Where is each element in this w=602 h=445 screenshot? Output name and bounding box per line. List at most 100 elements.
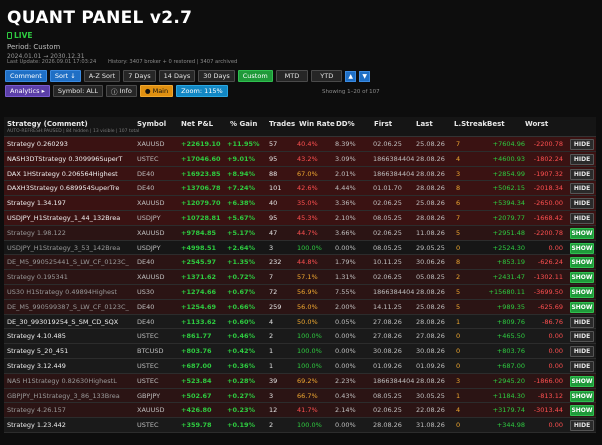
14-days-button[interactable]: 14 Days — [158, 70, 196, 82]
7-days-button[interactable]: 7 Days — [123, 70, 156, 82]
show-button[interactable]: SHOW — [570, 390, 594, 402]
cell-trades: 40 — [269, 199, 278, 208]
table-row[interactable]: Strategy 5_20_451 BTCUSD +803.76 +0.42% 1 100… — [4, 344, 596, 359]
cell-trades: 95 — [269, 154, 278, 163]
show-button[interactable]: SHOW — [570, 286, 594, 298]
cell-symbol: DE40 — [137, 184, 155, 193]
table-row[interactable]: DE_30_993019254_S_SM_CD_SQX DE40 +1133.62 +… — [4, 314, 596, 330]
cell-winrate: 66.7% — [297, 391, 318, 400]
cell-dd: 2.23% — [335, 376, 356, 385]
hide-button[interactable]: HIDE — [570, 153, 594, 165]
show-button[interactable]: SHOW — [570, 257, 594, 269]
hide-button[interactable]: HIDE — [570, 316, 594, 328]
table-row[interactable]: Strategy 4.10.485 USTEC +861.77 +0.46% 2 100.… — [4, 329, 596, 345]
hide-button[interactable]: HIDE — [570, 360, 594, 372]
cell-first: 18663844042 — [373, 287, 414, 296]
col-dd[interactable]: DD% — [336, 120, 355, 128]
show-button[interactable]: SHOW — [570, 227, 594, 239]
ytd-button[interactable]: YTD — [311, 70, 343, 82]
table-row[interactable]: DAXH3Strategy 0.689954SuperTre DE40 +13706… — [4, 181, 596, 197]
symbol-filter-button[interactable]: Symbol: ALL — [52, 85, 104, 97]
col-trades[interactable]: Trades — [269, 120, 296, 128]
cell-gain: +9.01% — [227, 154, 255, 163]
cell-symbol: DE40 — [137, 302, 155, 311]
table-row[interactable]: Strategy 1.23.442 USTEC +359.78 +0.19% 2 100.… — [4, 418, 596, 433]
analytics-button[interactable]: Analytics ▸ — [5, 85, 50, 97]
30-days-button[interactable]: 30 Days — [198, 70, 235, 82]
sort-button[interactable]: Sort ↓ — [49, 70, 81, 82]
col-first[interactable]: First — [374, 120, 393, 128]
col-worst[interactable]: Worst — [525, 120, 549, 128]
cell-pnl: +687.00 — [181, 361, 212, 370]
show-button[interactable]: SHOW — [570, 272, 594, 284]
show-button[interactable]: SHOW — [570, 301, 594, 313]
cell-pnl: +17046.60 — [181, 154, 221, 163]
cell-first: 02.06.25 — [373, 273, 402, 282]
show-button[interactable]: SHOW — [570, 375, 594, 387]
table-row[interactable]: Strategy 4.26.157 XAUUSD +426.80 +0.23% 12 41… — [4, 403, 596, 419]
hide-button[interactable]: HIDE — [570, 212, 594, 224]
col-lstreak[interactable]: L.Streak — [454, 120, 488, 128]
col-gain[interactable]: % Gain — [230, 120, 258, 128]
table-row[interactable]: US30 H1Strategy 0.49894Highest US30 +1274.… — [4, 284, 596, 300]
view-toolbar: Analytics ▸ Symbol: ALL ⓘ Info ● Main Zoo… — [5, 85, 228, 97]
zoom-button[interactable]: Zoom: 115% — [176, 85, 228, 97]
hide-button[interactable]: HIDE — [570, 420, 594, 432]
hide-button[interactable]: HIDE — [570, 183, 594, 195]
col-winrate[interactable]: Win Rate — [299, 120, 335, 128]
table-row[interactable]: USDJPY_H1Strategy_1_44_132Brea USDJPY +107… — [4, 210, 596, 226]
table-row[interactable]: DAX 1HStrategy 0.206564Highest DE40 +16923… — [4, 166, 596, 182]
cell-name: Strategy 0.260293 — [7, 140, 68, 148]
cell-dd: 3.09% — [335, 154, 356, 163]
cell-first: 01.01.70 — [373, 184, 402, 193]
az-sort-button[interactable]: A-Z Sort — [83, 70, 121, 82]
hide-button[interactable]: HIDE — [570, 168, 594, 180]
comment-button[interactable]: Comment — [5, 70, 47, 82]
main-button[interactable]: ● Main — [139, 85, 174, 97]
cell-last: 05.08.25 — [416, 273, 445, 282]
cell-name: Strategy 1.23.442 — [7, 421, 66, 430]
table-row[interactable]: Strategy 3.12.449 USTEC +687.00 +0.36% 1 100.… — [4, 358, 596, 374]
info-label: Info — [119, 87, 132, 95]
col-strategy[interactable]: Strategy (Comment) — [7, 120, 88, 128]
cell-gain: +6.38% — [227, 199, 255, 208]
hide-button[interactable]: HIDE — [570, 198, 594, 210]
cell-winrate: 67.0% — [297, 169, 318, 178]
cell-dd: 2.14% — [335, 406, 356, 415]
col-last[interactable]: Last — [416, 120, 433, 128]
cell-worst: -625.69 — [537, 302, 563, 311]
table-row[interactable]: NASH3DTStrategy 0.309996SuperT USTEC +1704… — [4, 151, 596, 167]
cell-pnl: +22619.10 — [181, 140, 221, 148]
table-row[interactable]: Strategy 0.260293 XAUUSD +22619.10 +11.95% 5… — [4, 137, 596, 152]
arrow-up-icon[interactable]: ▲ — [345, 70, 357, 82]
table-row[interactable]: GBPJPY_H1Strategy_3_86_133Brea GBPJPY +502… — [4, 388, 596, 404]
table-row[interactable]: DE_M5_990599387_S_LW_CF_0123C_ DE40 +1254.… — [4, 299, 596, 315]
cell-best: +853.19 — [496, 258, 525, 267]
cell-symbol: USDJPY — [137, 243, 161, 252]
cell-pnl: +13706.78 — [181, 184, 221, 193]
table-row[interactable]: NAS H1Strategy 0.82630HighestL USTEC +523.… — [4, 373, 596, 389]
show-button[interactable]: SHOW — [570, 242, 594, 254]
col-symbol[interactable]: Symbol — [137, 120, 167, 128]
info-button[interactable]: ⓘ Info — [106, 85, 137, 97]
col-pnl[interactable]: Net P&L — [181, 120, 214, 128]
show-button[interactable]: SHOW — [570, 405, 594, 417]
cell-winrate: 100.0% — [297, 332, 322, 341]
col-best[interactable]: Best — [487, 120, 505, 128]
arrow-down-icon[interactable]: ▼ — [359, 70, 371, 82]
table-row[interactable]: Strategy 1.98.122 XAUUSD +9784.85 +5.17% 47 4… — [4, 225, 596, 241]
cell-winrate: 100.0% — [297, 361, 322, 370]
table-header: Strategy (Comment) Symbol Net P&L % Gain… — [4, 117, 596, 137]
table-row[interactable]: DE_M5_990525441_S_LW_CF_0123C_ DE40 +2545.… — [4, 255, 596, 271]
mtd-button[interactable]: MTD — [275, 70, 309, 82]
hide-button[interactable]: HIDE — [570, 331, 594, 343]
hide-button[interactable]: HIDE — [570, 139, 594, 150]
table-row[interactable]: Strategy 0.195341 XAUUSD +1371.62 +0.72% 7 57… — [4, 270, 596, 285]
cell-trades: 88 — [269, 169, 278, 178]
cell-gain: +5.67% — [227, 213, 255, 222]
cell-name: DAXH3Strategy 0.689954SuperTre — [7, 184, 120, 193]
table-row[interactable]: Strategy 1.34.197 XAUUSD +12079.70 +6.38% 40… — [4, 196, 596, 211]
custom-button[interactable]: Custom — [237, 70, 273, 82]
hide-button[interactable]: HIDE — [570, 346, 594, 358]
table-row[interactable]: USDJPY_H1Strategy_3_53_142Brea USDJPY +499… — [4, 240, 596, 256]
